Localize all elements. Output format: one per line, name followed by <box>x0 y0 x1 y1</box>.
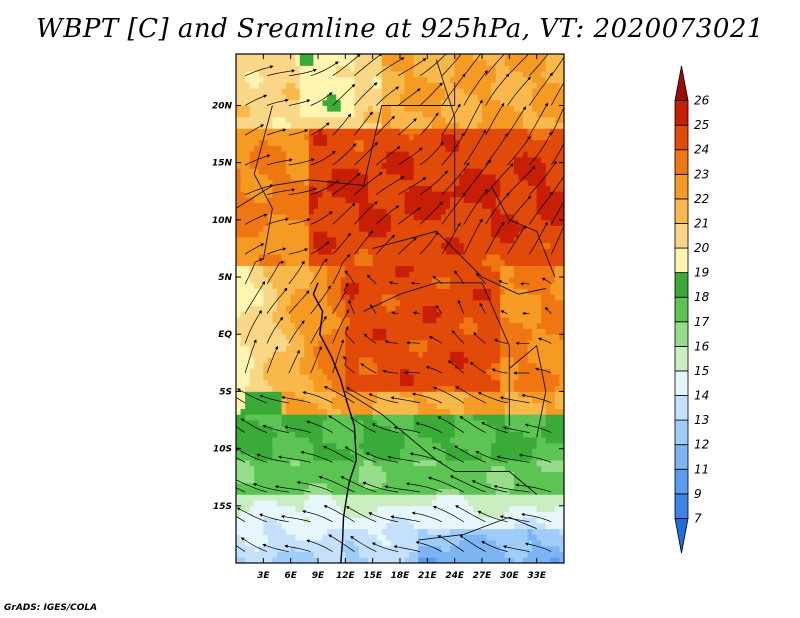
colorbar-label: 13 <box>694 413 709 427</box>
colorbar-segment <box>674 493 689 519</box>
colorbar-label: 20 <box>694 241 710 255</box>
lat-tick-label: 5N <box>218 273 232 283</box>
colorbar-segment <box>674 395 689 421</box>
colorbar-segment <box>674 296 689 323</box>
colorbar-segment <box>674 124 689 151</box>
lon-tick-label: 18E <box>391 571 411 581</box>
colorbar-label: 23 <box>694 167 709 181</box>
lon-tick-label: 9E <box>312 571 325 581</box>
lat-tick-label: 10S <box>213 445 232 455</box>
map-axes: 3E 6E 9E 12E 15E 18E 21E 24E 27E 30E 33E 20N 15N 10N 5… <box>212 54 564 581</box>
colorbar-label: 9 <box>694 487 702 501</box>
credit-text: GrADS: IGES/COLA <box>4 603 98 613</box>
colorbar-segment <box>674 65 689 101</box>
colorbar-label: 15 <box>694 364 709 378</box>
wbpt-shading <box>236 54 564 563</box>
colorbar-label: 24 <box>694 143 709 157</box>
colorbar-segment <box>674 100 689 126</box>
lat-tick-label: 20N <box>212 101 233 111</box>
lon-tick-label: 6E <box>284 571 297 581</box>
colorbar-label: 12 <box>694 438 709 452</box>
colorbar-segment <box>674 149 689 175</box>
streamlines <box>236 54 564 552</box>
colorbar-segment <box>674 419 689 446</box>
colorbar-segment <box>674 468 689 495</box>
colorbar-label: 16 <box>694 339 710 353</box>
colorbar-label: 17 <box>694 315 710 329</box>
colorbar: 7 9 11 12 13 14 15 16 17 18 19 20 21 22 23 24 25 26 <box>674 65 710 554</box>
colorbar-label: 22 <box>694 192 709 206</box>
colorbar-label: 26 <box>694 94 710 108</box>
colorbar-label: 18 <box>694 290 710 304</box>
lon-tick-label: 27E <box>473 571 493 581</box>
colorbar-segment <box>674 370 689 396</box>
lat-tick-label: EQ <box>218 330 232 340</box>
colorbar-label: 25 <box>694 118 709 132</box>
colorbar-segment <box>674 198 689 224</box>
lon-tick-label: 30E <box>500 571 520 581</box>
colorbar-segment <box>674 321 689 347</box>
lat-tick-label: 5S <box>219 387 232 397</box>
lat-tick-label: 15N <box>212 159 233 169</box>
colorbar-segment <box>674 223 689 249</box>
colorbar-segment <box>674 173 689 200</box>
colorbar-label: 7 <box>694 511 702 525</box>
lon-tick-label: 21E <box>418 571 438 581</box>
lat-tick-label: 10N <box>212 216 233 226</box>
country-borders <box>236 59 556 563</box>
colorbar-segment <box>674 272 689 298</box>
lon-tick-label: 24E <box>445 571 465 581</box>
colorbar-label: 14 <box>694 389 709 403</box>
colorbar-segment <box>674 518 689 554</box>
lon-tick-label: 33E <box>527 571 547 581</box>
colorbar-label: 21 <box>694 216 709 230</box>
lon-tick-label: 12E <box>336 571 356 581</box>
colorbar-label: 19 <box>694 266 709 280</box>
colorbar-label: 11 <box>694 462 709 476</box>
colorbar-segment <box>674 247 689 274</box>
lon-tick-label: 15E <box>363 571 383 581</box>
colorbar-segment <box>674 345 689 372</box>
colorbar-segment <box>674 444 689 470</box>
lat-tick-label: 15S <box>213 502 232 512</box>
lon-tick-label: 3E <box>257 571 270 581</box>
map-title: WBPT [C] and Sreamline at 925hPa, VT: 20… <box>36 14 764 44</box>
